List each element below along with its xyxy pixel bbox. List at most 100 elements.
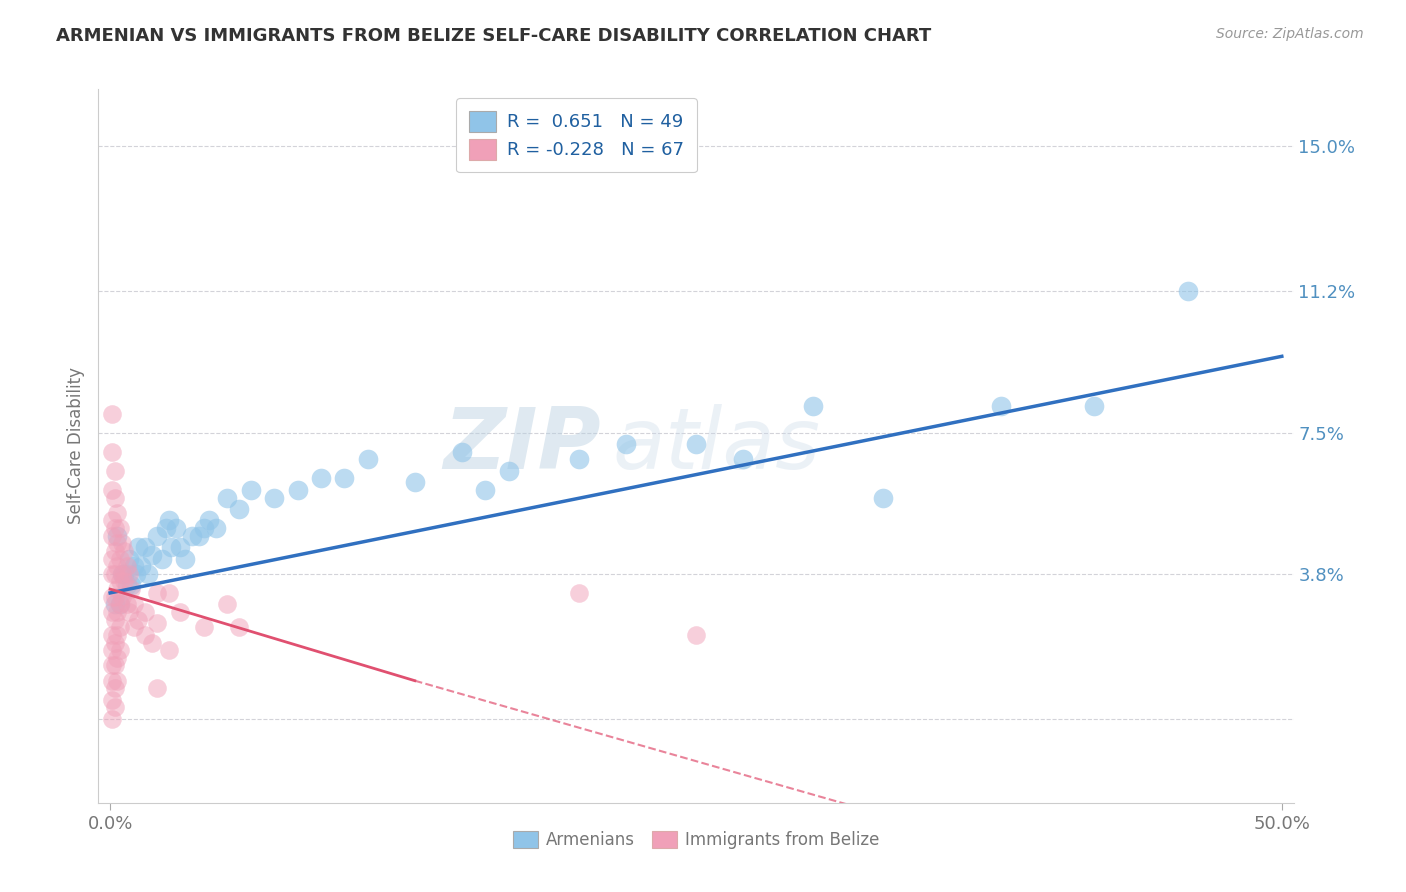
Point bbox=[228, 502, 250, 516]
Point bbox=[333, 471, 356, 485]
Point bbox=[104, 635, 127, 649]
Point bbox=[141, 548, 163, 562]
Point bbox=[108, 551, 131, 566]
Point bbox=[134, 540, 156, 554]
Point bbox=[112, 544, 135, 558]
Point bbox=[104, 464, 127, 478]
Point bbox=[101, 529, 124, 543]
Point bbox=[125, 566, 148, 581]
Point bbox=[127, 613, 149, 627]
Point bbox=[115, 578, 138, 592]
Point bbox=[150, 551, 173, 566]
Point bbox=[165, 521, 187, 535]
Point bbox=[101, 566, 124, 581]
Point bbox=[105, 582, 128, 596]
Point bbox=[404, 475, 426, 490]
Point bbox=[685, 628, 707, 642]
Point bbox=[157, 586, 180, 600]
Point bbox=[111, 566, 134, 581]
Point bbox=[1177, 285, 1199, 299]
Text: atlas: atlas bbox=[613, 404, 820, 488]
Point bbox=[157, 513, 180, 527]
Point bbox=[101, 643, 124, 657]
Point bbox=[101, 673, 124, 688]
Point bbox=[105, 559, 128, 574]
Point bbox=[134, 628, 156, 642]
Point bbox=[115, 559, 138, 574]
Point bbox=[118, 566, 141, 581]
Point bbox=[104, 700, 127, 714]
Point bbox=[228, 620, 250, 634]
Point bbox=[120, 582, 142, 596]
Point bbox=[122, 620, 145, 634]
Point bbox=[157, 643, 180, 657]
Point bbox=[105, 536, 128, 550]
Point bbox=[309, 471, 332, 485]
Point bbox=[104, 521, 127, 535]
Point bbox=[105, 673, 128, 688]
Point bbox=[134, 605, 156, 619]
Point bbox=[101, 628, 124, 642]
Point bbox=[112, 566, 135, 581]
Point bbox=[155, 521, 177, 535]
Point bbox=[104, 590, 127, 604]
Point bbox=[685, 437, 707, 451]
Point bbox=[731, 452, 754, 467]
Point bbox=[101, 658, 124, 673]
Point bbox=[141, 635, 163, 649]
Point bbox=[614, 437, 637, 451]
Point bbox=[217, 491, 239, 505]
Point bbox=[105, 628, 128, 642]
Point bbox=[169, 605, 191, 619]
Point bbox=[101, 407, 124, 421]
Point bbox=[498, 464, 520, 478]
Point bbox=[112, 574, 135, 589]
Point bbox=[108, 620, 131, 634]
Point bbox=[104, 491, 127, 505]
Point bbox=[108, 521, 131, 535]
Point bbox=[101, 444, 124, 458]
Point bbox=[115, 598, 138, 612]
Text: ZIP: ZIP bbox=[443, 404, 600, 488]
Point bbox=[146, 616, 169, 631]
Point bbox=[101, 483, 124, 497]
Point bbox=[1083, 399, 1105, 413]
Point bbox=[568, 586, 591, 600]
Point bbox=[104, 544, 127, 558]
Point bbox=[105, 506, 128, 520]
Point bbox=[568, 452, 591, 467]
Point bbox=[105, 529, 128, 543]
Point bbox=[108, 574, 131, 589]
Point bbox=[181, 529, 204, 543]
Point bbox=[101, 712, 124, 726]
Point bbox=[111, 536, 134, 550]
Point bbox=[104, 613, 127, 627]
Point bbox=[188, 529, 211, 543]
Point bbox=[122, 598, 145, 612]
Point bbox=[872, 491, 894, 505]
Point bbox=[108, 598, 131, 612]
Point bbox=[193, 521, 215, 535]
Point bbox=[136, 566, 159, 581]
Point bbox=[174, 551, 197, 566]
Point bbox=[239, 483, 262, 497]
Point bbox=[357, 452, 380, 467]
Point bbox=[105, 650, 128, 665]
Point bbox=[801, 399, 824, 413]
Point bbox=[101, 605, 124, 619]
Point bbox=[104, 598, 127, 612]
Point bbox=[122, 559, 145, 574]
Point bbox=[127, 540, 149, 554]
Point bbox=[118, 551, 141, 566]
Point bbox=[129, 559, 152, 574]
Point bbox=[118, 605, 141, 619]
Point bbox=[160, 540, 183, 554]
Text: ARMENIAN VS IMMIGRANTS FROM BELIZE SELF-CARE DISABILITY CORRELATION CHART: ARMENIAN VS IMMIGRANTS FROM BELIZE SELF-… bbox=[56, 27, 932, 45]
Point bbox=[193, 620, 215, 634]
Legend: Armenians, Immigrants from Belize: Armenians, Immigrants from Belize bbox=[502, 821, 890, 859]
Point bbox=[146, 586, 169, 600]
Point bbox=[146, 529, 169, 543]
Point bbox=[450, 444, 472, 458]
Point bbox=[169, 540, 191, 554]
Point bbox=[120, 578, 142, 592]
